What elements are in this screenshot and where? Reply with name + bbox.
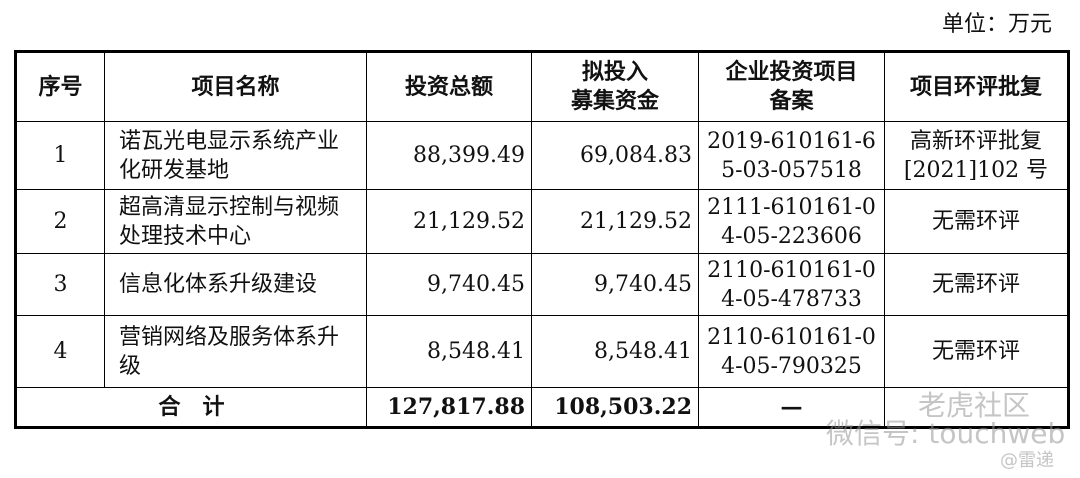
- watermark-author: @雷递: [1000, 450, 1054, 471]
- watermark-community: 老虎社区: [918, 389, 1031, 422]
- filing-number: 2110-610161-04-05-790325: [698, 315, 885, 388]
- eia-approval: 无需环评: [884, 253, 1069, 316]
- total-eia: [884, 387, 1069, 428]
- row-number: 2: [15, 189, 105, 254]
- header-eia: 项目环评批复: [884, 51, 1069, 122]
- total-label: 合 计: [15, 387, 367, 428]
- header-no: 序号: [15, 51, 105, 122]
- eia-approval: 无需环评: [884, 189, 1069, 254]
- filing-number: 2019-610161-65-03-057518: [698, 121, 885, 190]
- project-name: 营销网络及服务体系升级: [104, 315, 367, 388]
- raised-funds: 69,084.83: [531, 121, 699, 190]
- raised-funds: 21,129.52: [531, 189, 699, 254]
- eia-approval: 高新环评批复[2021]102 号: [884, 121, 1069, 190]
- row-number: 1: [15, 121, 105, 190]
- header-filing: 企业投资项目 备案: [698, 51, 885, 122]
- filing-number: 2110-610161-04-05-478733: [698, 253, 885, 316]
- row-number: 3: [15, 253, 105, 316]
- table-row: 1 诺瓦光电显示系统产业化研发基地 88,399.49 69,084.83 2019-6…: [15, 121, 1069, 190]
- project-name: 诺瓦光电显示系统产业化研发基地: [104, 121, 367, 190]
- header-raised: 拟投入 募集资金: [531, 51, 699, 122]
- project-name: 超高清显示控制与视频处理技术中心: [104, 189, 367, 254]
- raised-funds: 9,740.45: [531, 253, 699, 316]
- total-filing: —: [698, 387, 885, 428]
- filing-number: 2111-610161-04-05-223606: [698, 189, 885, 254]
- header-total: 投资总额: [366, 51, 532, 122]
- table-row: 4 营销网络及服务体系升级 8,548.41 8,548.41 2110-610161-…: [15, 315, 1069, 388]
- investment-total: 88,399.49: [366, 121, 532, 190]
- table-row: 2 超高清显示控制与视频处理技术中心 21,129.52 21,129.52 2111-…: [15, 189, 1069, 254]
- total-raised: 108,503.22: [531, 387, 699, 428]
- investment-total: 8,548.41: [366, 315, 532, 388]
- total-investment: 127,817.88: [366, 387, 532, 428]
- unit-label: 单位：万元: [941, 12, 1052, 37]
- investment-total: 21,129.52: [366, 189, 532, 254]
- investment-total: 9,740.45: [366, 253, 532, 316]
- row-number: 4: [15, 315, 105, 388]
- watermark-wechat: 微信号: touchweb: [826, 417, 1066, 450]
- table-header-row: 序号 项目名称 投资总额 拟投入 募集资金 企业投资项目 备案 项目环评批复: [15, 51, 1069, 122]
- eia-approval: 无需环评: [884, 315, 1069, 388]
- raised-funds: 8,548.41: [531, 315, 699, 388]
- total-row: 合 计 127,817.88 108,503.22 —: [15, 387, 1069, 428]
- project-name: 信息化体系升级建设: [104, 253, 367, 316]
- header-name: 项目名称: [104, 51, 367, 122]
- table-row: 3 信息化体系升级建设 9,740.45 9,740.45 2110-610161-04…: [15, 253, 1069, 316]
- fundraising-projects-table: 序号 项目名称 投资总额 拟投入 募集资金 企业投资项目 备案 项目环评批复 1…: [14, 50, 1070, 429]
